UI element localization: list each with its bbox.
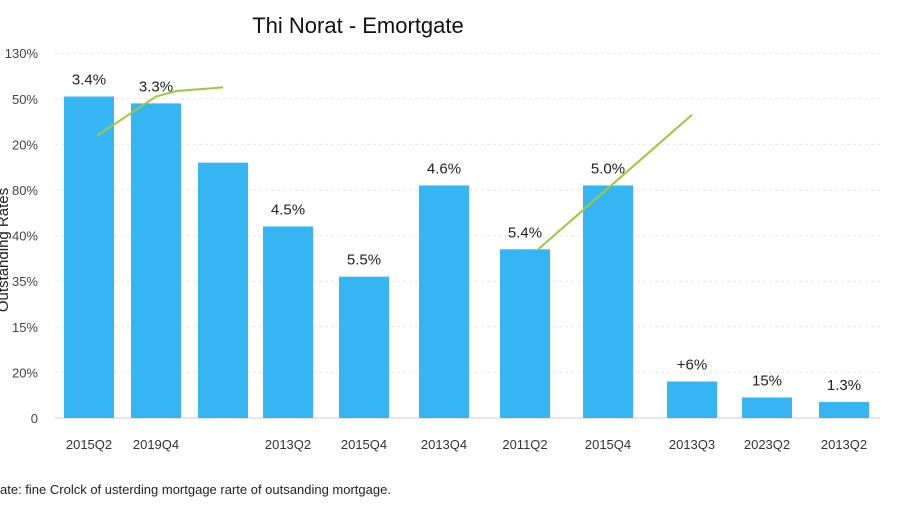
y-tick-label: 130% [5, 46, 39, 61]
x-tick-label: 2013Q4 [421, 437, 467, 452]
y-tick-label: 20% [12, 137, 38, 152]
bar [198, 162, 248, 418]
trend-line [537, 114, 693, 251]
x-tick-label: 2013Q2 [821, 437, 867, 452]
bar [339, 276, 389, 418]
x-tick-label: 2019Q4 [133, 437, 179, 452]
y-axis-label: Outstanding Rates [0, 188, 12, 312]
bar [64, 96, 114, 419]
bar [131, 103, 181, 419]
data-label: 4.6% [427, 160, 461, 177]
x-tick-label: 2015Q4 [585, 437, 631, 452]
data-label: 5.5% [347, 252, 381, 269]
data-label: 1.3% [827, 377, 861, 394]
y-tick-label: 50% [12, 92, 38, 107]
bar [500, 249, 550, 418]
data-label: 5.4% [508, 224, 542, 241]
data-label: 5.0% [591, 160, 625, 177]
x-tick-label: 2015Q2 [66, 437, 112, 452]
x-tick-label: 2015Q4 [341, 437, 387, 452]
bar [583, 185, 633, 418]
y-tick-label: 15% [12, 320, 38, 335]
bar [742, 397, 792, 418]
trend-line [97, 86, 224, 137]
bar [667, 381, 717, 418]
data-label: 15% [752, 372, 782, 389]
x-tick-label: 2011Q2 [502, 437, 547, 452]
data-label: +6% [677, 357, 707, 374]
x-tick-label: 2013Q3 [669, 437, 715, 452]
data-label: 3.3% [139, 78, 173, 95]
bar [263, 226, 313, 418]
bar [419, 185, 469, 418]
bar [819, 402, 869, 418]
y-tick-label: 40% [12, 229, 38, 244]
data-label: 3.4% [72, 72, 106, 89]
y-tick-label: 20% [12, 365, 38, 380]
y-tick-label: 35% [12, 274, 38, 289]
footnote: ate: fine Crolck of usterding mortgage r… [0, 482, 391, 497]
chart-title: Thi Norat - Emortgate [252, 13, 464, 38]
y-tick-label: 0 [31, 411, 38, 426]
y-tick-label: 80% [12, 183, 38, 198]
x-tick-label: 2013Q2 [265, 437, 311, 452]
x-tick-label: 2023Q2 [744, 437, 790, 452]
data-label: 4.5% [271, 201, 305, 218]
